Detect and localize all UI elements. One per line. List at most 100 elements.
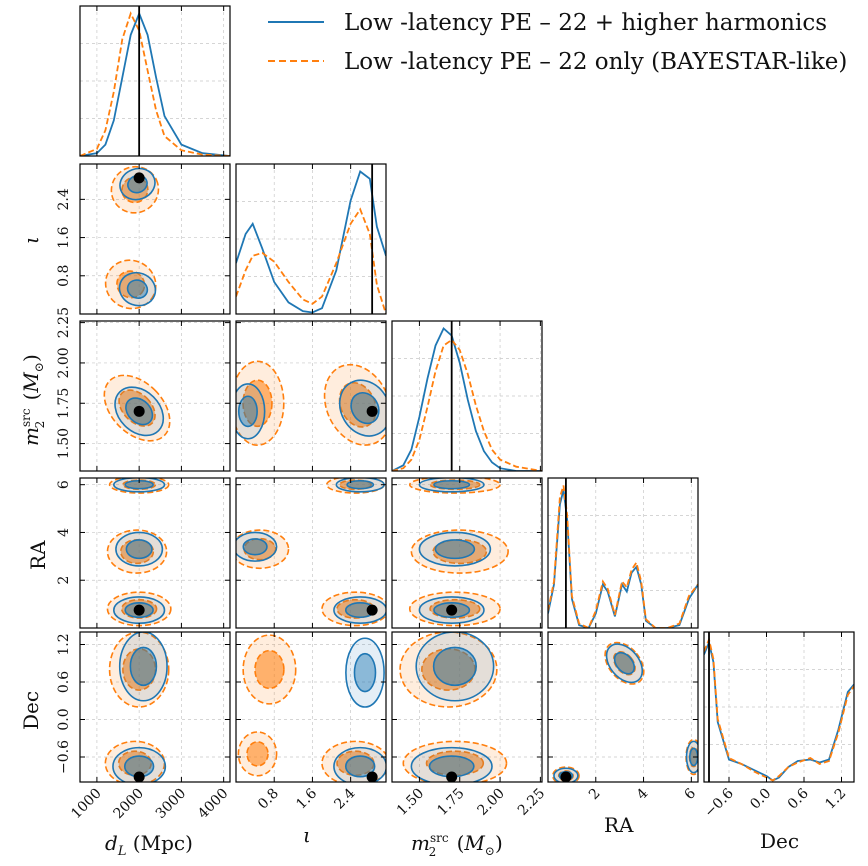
- tick-label-x-Dec: 0.0: [747, 786, 774, 813]
- tick-label-y-iota: 2.4: [56, 188, 72, 210]
- panel-frame: [79, 5, 231, 157]
- contour-50-hh: [434, 539, 476, 560]
- panel-frame: [391, 631, 543, 783]
- panel-dL-RA: 2 4 6: [56, 477, 231, 629]
- tick-label-x-dL: 4000: [195, 786, 232, 823]
- panel-iota-Dec: 0.8 1.6 2.4: [235, 631, 387, 813]
- contour-50-hh: [353, 652, 377, 693]
- panel-m2-m2: [391, 320, 543, 472]
- contour-90-hh: [345, 637, 385, 708]
- injection-point: [366, 771, 378, 782]
- tick-label-y-RA: 6: [56, 480, 72, 489]
- panel-frame: [79, 631, 231, 783]
- panel-m2-RA: [391, 477, 543, 629]
- injection-point: [446, 604, 458, 616]
- marginal-hh-iota: [236, 170, 386, 314]
- contour-50-22: [246, 741, 269, 767]
- legend: Low -latency PE – 22 + higher harmonics …: [268, 10, 847, 75]
- panel-frame: [547, 477, 699, 629]
- contour-90-hh: [415, 632, 495, 702]
- contour-50-hh: [346, 479, 375, 490]
- tick-label-x-Dec: −0.6: [701, 785, 736, 820]
- contour-50-hh: [613, 651, 636, 675]
- contour-50-22: [254, 649, 285, 690]
- injection-point: [366, 405, 378, 417]
- tick-label-y-RA: 4: [56, 528, 72, 537]
- contour-50-22: [122, 479, 157, 491]
- panel-frame: [79, 163, 231, 315]
- panel-iota-iota: [235, 163, 387, 315]
- contour-90-hh: [113, 478, 166, 493]
- x-axis-labels: dL (Mpc) ι msrc 2 (M⊙) RA Dec: [105, 813, 799, 859]
- tick-label-y-m2: 2.00: [56, 347, 72, 378]
- tick-label-x-iota: 2.4: [331, 785, 358, 812]
- marginal-22-iota: [236, 207, 386, 314]
- tick-label-x-dL: 2000: [110, 786, 147, 823]
- contour-90-hh: [119, 167, 156, 201]
- tick-label-y-Dec: 1.2: [56, 633, 72, 655]
- legend-label-22: Low -latency PE – 22 only (BAYESTAR-like…: [344, 49, 847, 75]
- legend-label-hh: Low -latency PE – 22 + higher harmonics: [344, 10, 827, 36]
- panel-frame: [391, 477, 543, 629]
- injection-point: [560, 771, 572, 782]
- injection-point: [133, 405, 145, 417]
- marginal-hh-dL: [80, 11, 230, 156]
- panel-RA-Dec: 2 4 6: [547, 631, 699, 804]
- contour-50-hh: [433, 479, 471, 490]
- ylabel-iota: ι: [19, 236, 43, 244]
- panel-frame: [235, 163, 387, 315]
- contour-90-hh: [115, 531, 164, 567]
- tick-label-x-Dec: 0.6: [785, 785, 812, 812]
- y-axis-labels: ι msrc2 (M⊙) RA Dec: [19, 236, 50, 730]
- panel-dL-Dec: 1000 2000 3000 4000 −0.6 0.0 0.6 1.2: [56, 631, 232, 823]
- tick-label-y-m2: 1.50: [56, 428, 72, 459]
- injection-point: [133, 771, 145, 782]
- contour-90-hh: [118, 271, 157, 307]
- marginal-hh-Dec: [704, 639, 854, 782]
- tick-label-y-iota: 1.6: [56, 226, 72, 248]
- panel-Dec-Dec: −0.6 0.0 0.6 1.2: [701, 631, 855, 821]
- tick-label-x-RA: 4: [634, 785, 652, 803]
- tick-label-x-m2: 1.75: [434, 786, 467, 819]
- contour-90-hh: [236, 531, 278, 562]
- panel-RA-RA: [547, 477, 699, 629]
- contour-50-hh: [242, 538, 268, 556]
- contour-90-hh: [418, 478, 485, 493]
- injection-point: [366, 604, 378, 616]
- marginal-22-m2: [392, 338, 542, 471]
- tick-label-x-iota: 1.6: [293, 785, 320, 812]
- tick-label-y-iota: 0.8: [56, 265, 72, 287]
- xlabel-iota: ι: [303, 823, 311, 847]
- panel-frame: [547, 631, 699, 783]
- xlabel-m2: msrc 2 (M⊙): [411, 831, 503, 859]
- contour-50-hh: [237, 395, 258, 428]
- panel-frame: [703, 631, 855, 783]
- panel-frame: [79, 320, 231, 472]
- xlabel-Dec: Dec: [760, 829, 799, 853]
- injection-point: [446, 771, 458, 782]
- tick-label-y-Dec: 0.6: [56, 671, 72, 693]
- xlabel-dL: dL (Mpc): [105, 831, 193, 859]
- contour-90-hh: [410, 746, 493, 782]
- panel-dL-m2: 1.50 1.75 2.00 2.25: [56, 307, 231, 472]
- panel-frame: [235, 477, 387, 629]
- tick-label-x-m2: 2.25: [515, 786, 548, 819]
- panel-dL-iota: 0.8 1.6 2.4: [56, 163, 231, 315]
- injection-point: [133, 172, 145, 184]
- tick-label-y-m2: 2.25: [56, 307, 72, 338]
- tick-label-x-Dec: 1.2: [822, 786, 849, 813]
- tick-label-x-RA: 2: [586, 786, 604, 804]
- marginal-hh-m2: [392, 327, 542, 471]
- contour-90-hh: [333, 596, 386, 625]
- panel-frame: [235, 320, 387, 472]
- xlabel-RA: RA: [604, 813, 634, 837]
- contour-50-hh: [125, 539, 153, 560]
- tick-label-x-m2: 2.00: [475, 786, 508, 819]
- panel-dL-dL: [79, 5, 231, 157]
- contour-50-hh: [126, 279, 149, 300]
- contour-90-hh: [605, 643, 644, 684]
- tick-label-y-Dec: 0.0: [56, 708, 72, 730]
- contour-50-hh: [432, 646, 477, 687]
- tick-label-y-m2: 1.75: [56, 388, 72, 419]
